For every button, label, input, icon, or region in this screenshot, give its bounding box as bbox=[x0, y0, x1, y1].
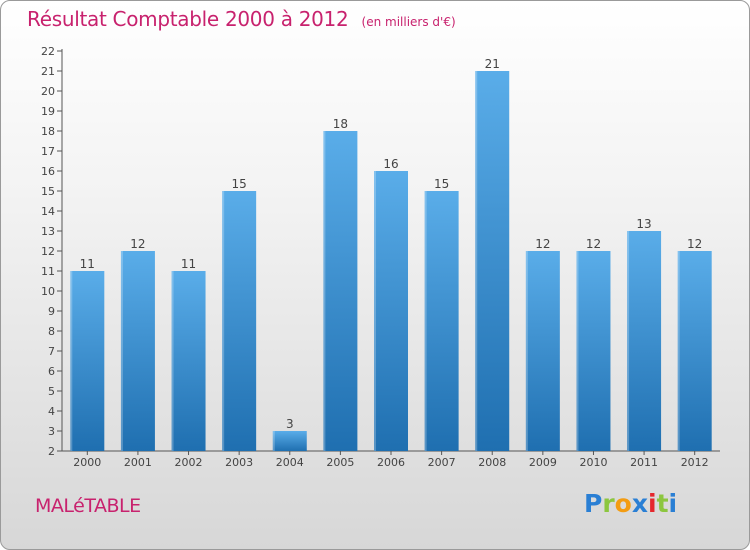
bar-highlight bbox=[272, 431, 275, 451]
data-label: 18 bbox=[333, 117, 348, 131]
town-name: MALéTABLE bbox=[35, 495, 141, 517]
bar-highlight bbox=[677, 251, 680, 451]
bar-highlight bbox=[323, 131, 326, 451]
y-tick-label: 10 bbox=[41, 285, 55, 298]
y-tick-label: 4 bbox=[48, 405, 55, 418]
y-tick-label: 22 bbox=[41, 45, 55, 58]
data-label: 3 bbox=[286, 417, 294, 431]
bar bbox=[374, 171, 408, 451]
y-tick-label: 2 bbox=[48, 445, 55, 458]
bar-highlight bbox=[627, 231, 630, 451]
bar bbox=[627, 231, 662, 451]
x-tick-label: 2001 bbox=[124, 456, 152, 469]
y-tick-label: 7 bbox=[48, 345, 55, 358]
x-tick-label: 2010 bbox=[579, 456, 607, 469]
y-tick-label: 12 bbox=[41, 245, 55, 258]
x-tick-label: 2004 bbox=[276, 456, 304, 469]
logo-letter: t bbox=[656, 489, 669, 518]
data-label: 12 bbox=[586, 237, 601, 251]
data-label: 11 bbox=[80, 257, 95, 271]
x-tick-label: 2012 bbox=[681, 456, 709, 469]
data-label: 15 bbox=[434, 177, 449, 191]
y-tick-label: 17 bbox=[41, 145, 55, 158]
bar bbox=[272, 431, 307, 451]
y-tick-label: 20 bbox=[41, 85, 55, 98]
data-label: 11 bbox=[181, 257, 196, 271]
y-tick-label: 18 bbox=[41, 125, 55, 138]
bar-highlight bbox=[525, 251, 528, 451]
x-tick-label: 2008 bbox=[478, 456, 506, 469]
data-label: 16 bbox=[383, 157, 398, 171]
x-tick-label: 2002 bbox=[175, 456, 203, 469]
x-tick-label: 2005 bbox=[326, 456, 354, 469]
y-tick-label: 6 bbox=[48, 365, 55, 378]
x-tick-label: 2007 bbox=[428, 456, 456, 469]
bar bbox=[323, 131, 358, 451]
bar bbox=[424, 191, 459, 451]
x-tick-label: 2000 bbox=[73, 456, 101, 469]
proxiti-logo: Proxiti bbox=[584, 489, 677, 518]
x-tick-label: 2011 bbox=[630, 456, 658, 469]
bar-highlight bbox=[120, 251, 123, 451]
bar-highlight bbox=[222, 191, 225, 451]
data-label: 15 bbox=[232, 177, 247, 191]
logo-letter: i bbox=[668, 489, 678, 518]
data-label: 12 bbox=[130, 237, 145, 251]
logo-letter: x bbox=[631, 489, 648, 518]
data-label: 12 bbox=[535, 237, 550, 251]
logo-letter: P bbox=[584, 489, 603, 518]
logo-letter: o bbox=[614, 489, 632, 518]
bar bbox=[576, 251, 611, 451]
bar bbox=[525, 251, 560, 451]
logo-letter: r bbox=[602, 489, 615, 518]
bar bbox=[475, 71, 510, 451]
bar bbox=[222, 191, 257, 451]
y-tick-label: 5 bbox=[48, 385, 55, 398]
bar-highlight bbox=[424, 191, 427, 451]
y-tick-label: 19 bbox=[41, 105, 55, 118]
bar-highlight bbox=[475, 71, 478, 451]
x-tick-label: 2009 bbox=[529, 456, 557, 469]
bar bbox=[171, 271, 206, 451]
bar-highlight bbox=[374, 171, 376, 451]
bar-highlight bbox=[70, 271, 73, 451]
data-label: 12 bbox=[687, 237, 702, 251]
bar bbox=[677, 251, 712, 451]
x-tick-label: 2003 bbox=[225, 456, 253, 469]
y-tick-label: 8 bbox=[48, 325, 55, 338]
y-tick-label: 9 bbox=[48, 305, 55, 318]
bar-highlight bbox=[576, 251, 579, 451]
bar bbox=[120, 251, 155, 451]
y-tick-label: 3 bbox=[48, 425, 55, 438]
y-tick-label: 16 bbox=[41, 165, 55, 178]
data-label: 13 bbox=[636, 217, 651, 231]
y-tick-label: 14 bbox=[41, 205, 55, 218]
chart-title: Résultat Comptable 2000 à 2012 bbox=[27, 7, 349, 31]
bar bbox=[70, 271, 105, 451]
y-tick-label: 21 bbox=[41, 65, 55, 78]
data-label: 21 bbox=[485, 57, 500, 71]
y-tick-label: 15 bbox=[41, 185, 55, 198]
y-tick-label: 13 bbox=[41, 225, 55, 238]
x-tick-label: 2006 bbox=[377, 456, 405, 469]
bar-highlight bbox=[171, 271, 174, 451]
y-tick-label: 11 bbox=[41, 265, 55, 278]
chart-unit: (en milliers d'€) bbox=[361, 15, 456, 29]
chart-title-block: Résultat Comptable 2000 à 2012 (en milli… bbox=[27, 7, 456, 31]
logo-letter: i bbox=[648, 489, 657, 518]
